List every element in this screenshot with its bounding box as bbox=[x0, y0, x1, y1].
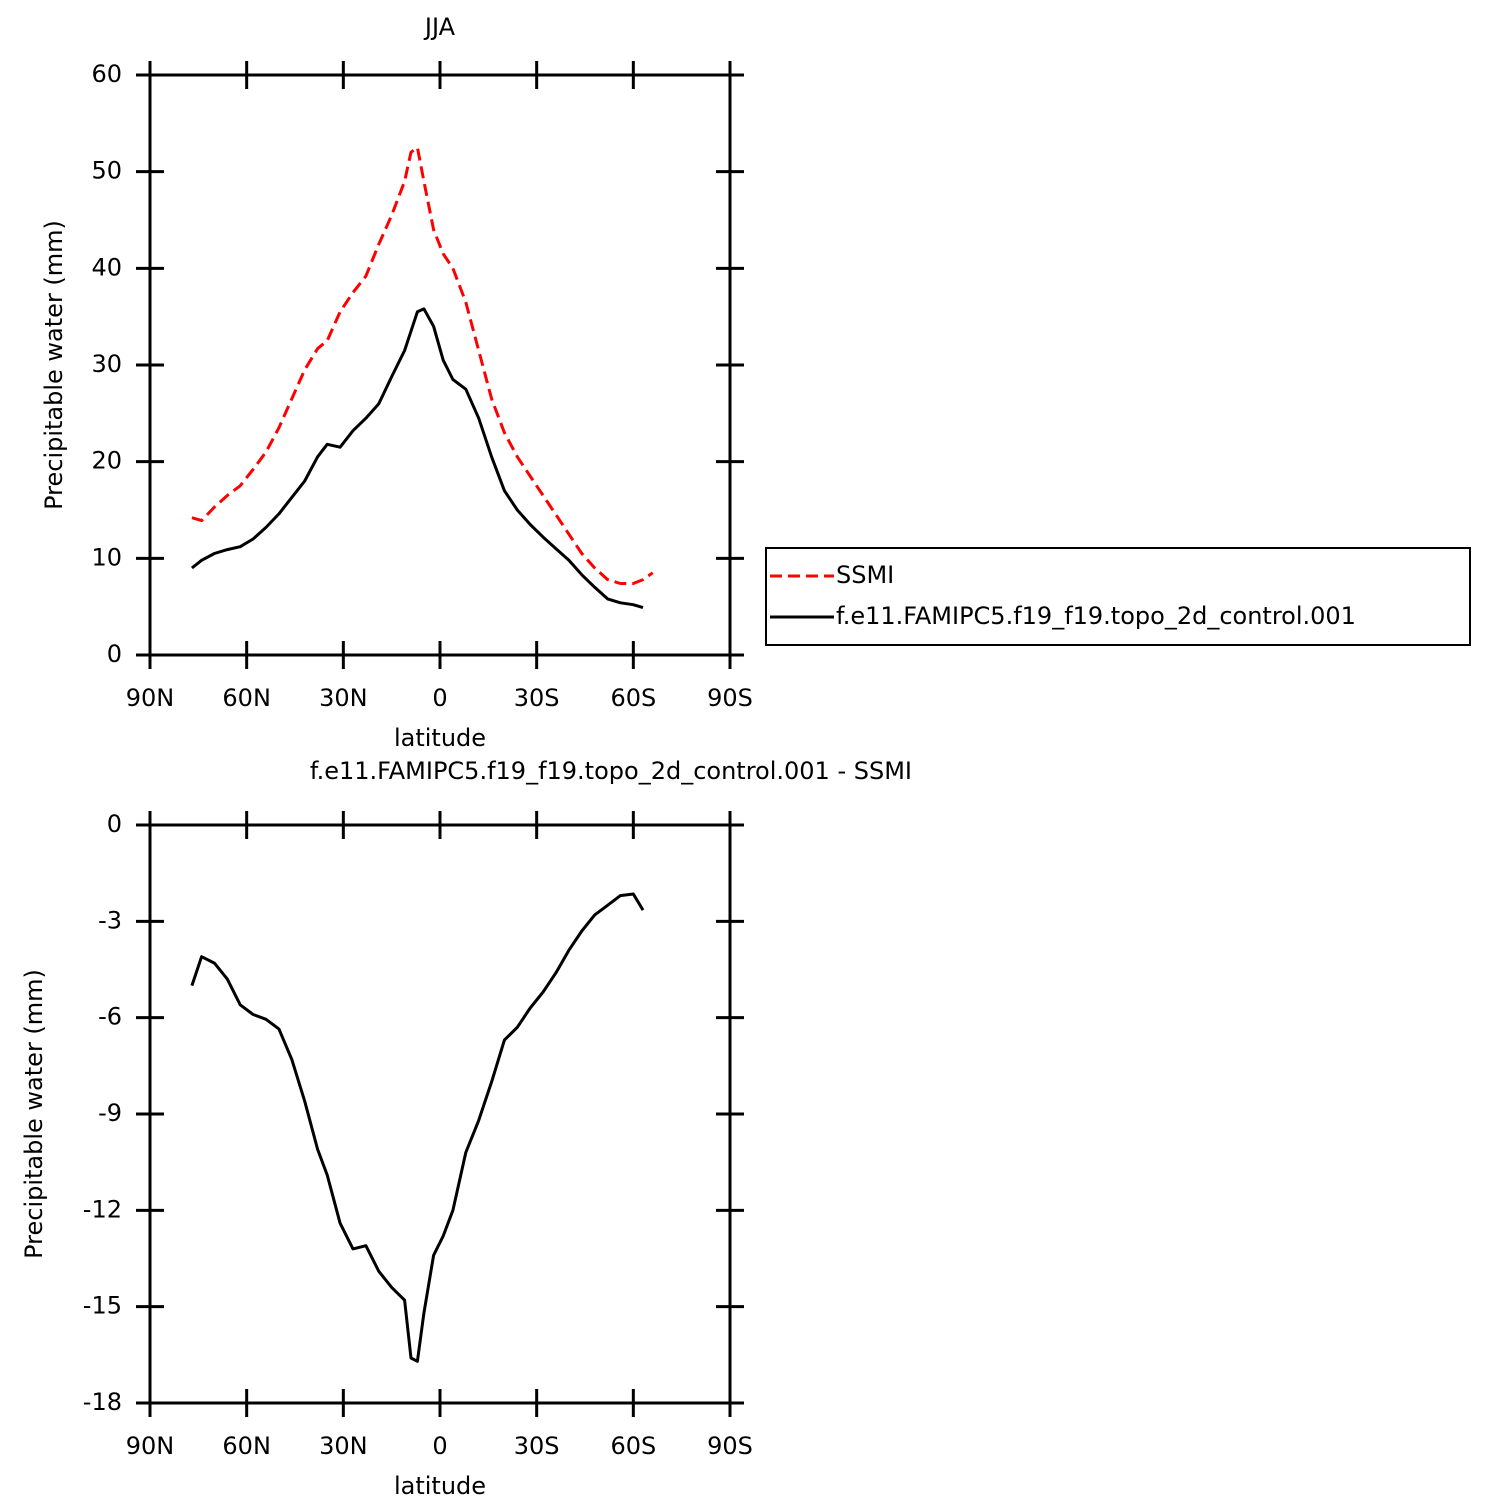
x-tick-label: 90N bbox=[126, 1432, 175, 1460]
x-axis-label: latitude bbox=[394, 1472, 486, 1500]
chart-title: JJA bbox=[423, 13, 456, 41]
data-line bbox=[190, 892, 645, 1363]
plot-frame bbox=[148, 823, 732, 1405]
y-tick-label: -15 bbox=[83, 1292, 122, 1320]
y-tick-label: 30 bbox=[91, 350, 122, 378]
x-tick-label: 90S bbox=[707, 1432, 753, 1460]
x-tick-label: 60S bbox=[610, 684, 656, 712]
y-tick-label: 60 bbox=[91, 60, 122, 88]
y-tick-label: 0 bbox=[107, 810, 122, 838]
x-tick-label: 30S bbox=[514, 1432, 560, 1460]
x-axis-label: latitude bbox=[394, 724, 486, 752]
x-tick-label: 90S bbox=[707, 684, 753, 712]
x-tick-label: 60N bbox=[222, 1432, 271, 1460]
y-tick-label: -6 bbox=[98, 1003, 122, 1031]
x-tick-label: 0 bbox=[432, 1432, 447, 1460]
x-tick-label: 60S bbox=[610, 1432, 656, 1460]
x-tick-label: 60N bbox=[222, 684, 271, 712]
y-tick-label: -9 bbox=[98, 1099, 122, 1127]
data-line bbox=[190, 307, 644, 610]
x-tick-label: 0 bbox=[432, 684, 447, 712]
y-tick-label: 0 bbox=[107, 640, 122, 668]
y-tick-label: 40 bbox=[91, 253, 122, 281]
plot-frame bbox=[148, 73, 732, 657]
x-tick-label: 90N bbox=[126, 684, 175, 712]
y-axis-label: Precipitable water (mm) bbox=[20, 969, 48, 1259]
y-tick-label: 50 bbox=[91, 157, 122, 185]
y-axis-label: Precipitable water (mm) bbox=[40, 220, 68, 510]
y-tick-label: -18 bbox=[83, 1388, 122, 1416]
y-tick-label: -12 bbox=[83, 1195, 122, 1223]
chart-title: f.e11.FAMIPC5.f19_f19.topo_2d_control.00… bbox=[310, 757, 912, 785]
y-tick-label: 20 bbox=[91, 447, 122, 475]
legend-box bbox=[765, 547, 1471, 646]
data-line bbox=[191, 146, 654, 585]
x-tick-label: 30S bbox=[514, 684, 560, 712]
x-tick-label: 30N bbox=[319, 684, 368, 712]
y-tick-label: 10 bbox=[91, 543, 122, 571]
y-tick-label: -3 bbox=[98, 906, 122, 934]
legend-label: f.e11.FAMIPC5.f19_f19.topo_2d_control.00… bbox=[836, 602, 1356, 630]
x-tick-label: 30N bbox=[319, 1432, 368, 1460]
legend-label: SSMI bbox=[836, 561, 894, 589]
